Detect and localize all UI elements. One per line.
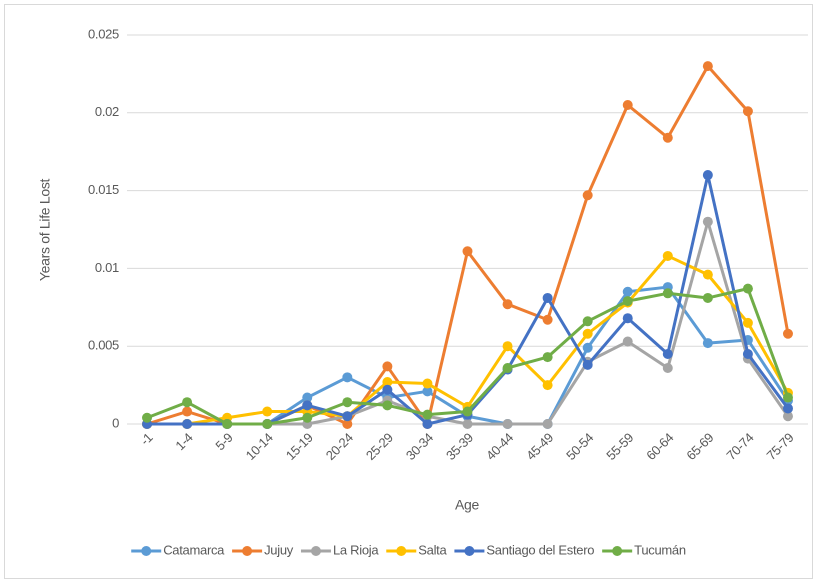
data-point <box>582 328 593 339</box>
data-point <box>742 317 753 328</box>
data-point <box>542 314 553 325</box>
data-point <box>742 283 753 294</box>
data-point <box>222 419 233 429</box>
data-point <box>622 336 633 347</box>
y-tick-label: 0.025 <box>88 26 119 41</box>
data-point <box>422 419 433 429</box>
data-point <box>422 378 433 389</box>
data-point <box>502 299 513 310</box>
data-point <box>422 409 433 420</box>
data-point <box>382 384 393 395</box>
data-point <box>302 412 313 423</box>
y-tick-label: 0.01 <box>95 260 119 275</box>
data-point <box>382 376 393 387</box>
data-point <box>582 342 593 353</box>
data-point <box>502 341 513 352</box>
data-point <box>782 403 793 414</box>
data-point <box>622 296 633 307</box>
legend-label: Catamarca <box>163 542 225 557</box>
data-point <box>382 361 393 372</box>
y-tick-label: 0.02 <box>95 104 119 119</box>
data-point <box>702 61 713 72</box>
data-point <box>342 411 353 422</box>
legend: Catamarca Jujuy La Rioja Salta Santiago del … <box>131 542 686 557</box>
data-point <box>342 397 353 408</box>
data-point <box>342 419 353 429</box>
data-point <box>462 406 473 417</box>
data-point <box>622 286 633 297</box>
x-axis-title: Age <box>455 497 480 513</box>
data-point <box>382 400 393 411</box>
data-point <box>542 419 553 429</box>
data-point <box>742 106 753 117</box>
data-point <box>662 132 673 143</box>
legend-marker <box>242 546 253 556</box>
data-point <box>182 397 193 408</box>
legend-marker <box>396 546 407 556</box>
data-point <box>782 328 793 339</box>
data-point <box>742 348 753 359</box>
data-point <box>182 419 193 429</box>
legend-label: Santiago del Estero <box>486 542 594 557</box>
legend-label: La Rioja <box>333 542 379 557</box>
data-point <box>182 406 193 417</box>
data-point <box>702 292 713 303</box>
data-point <box>502 362 513 373</box>
data-point <box>502 419 513 429</box>
data-point <box>702 269 713 280</box>
legend-marker <box>612 546 623 556</box>
data-point <box>622 100 633 111</box>
y-axis-title: Years of Life Lost <box>37 178 53 281</box>
data-point <box>542 292 553 303</box>
legend-label: Tucumán <box>634 542 686 557</box>
data-point <box>662 348 673 359</box>
data-point <box>462 246 473 257</box>
data-point <box>542 380 553 391</box>
legend-marker <box>141 546 152 556</box>
data-point <box>662 250 673 261</box>
data-point <box>342 372 353 383</box>
data-point <box>462 419 473 429</box>
legend-label: Jujuy <box>264 542 294 557</box>
data-point <box>302 392 313 403</box>
data-point <box>582 316 593 327</box>
data-point <box>662 288 673 299</box>
data-point <box>622 313 633 324</box>
data-point <box>782 411 793 422</box>
chart-frame <box>4 4 813 579</box>
legend-marker <box>464 546 475 556</box>
data-point <box>702 170 713 181</box>
legend-label: Salta <box>418 542 447 557</box>
data-point <box>702 338 713 349</box>
data-point <box>582 359 593 370</box>
data-point <box>782 392 793 403</box>
data-point <box>142 412 153 423</box>
data-point <box>582 190 593 201</box>
data-point <box>262 406 273 417</box>
data-point <box>262 419 273 429</box>
data-point <box>702 216 713 227</box>
y-tick-label: 0.005 <box>88 338 119 353</box>
y-tick-label: 0 <box>112 415 119 430</box>
legend-marker <box>310 546 321 556</box>
data-point <box>662 362 673 373</box>
data-point <box>422 386 433 397</box>
data-point <box>302 400 313 411</box>
data-point <box>542 352 553 363</box>
y-tick-label: 0.015 <box>88 182 119 197</box>
